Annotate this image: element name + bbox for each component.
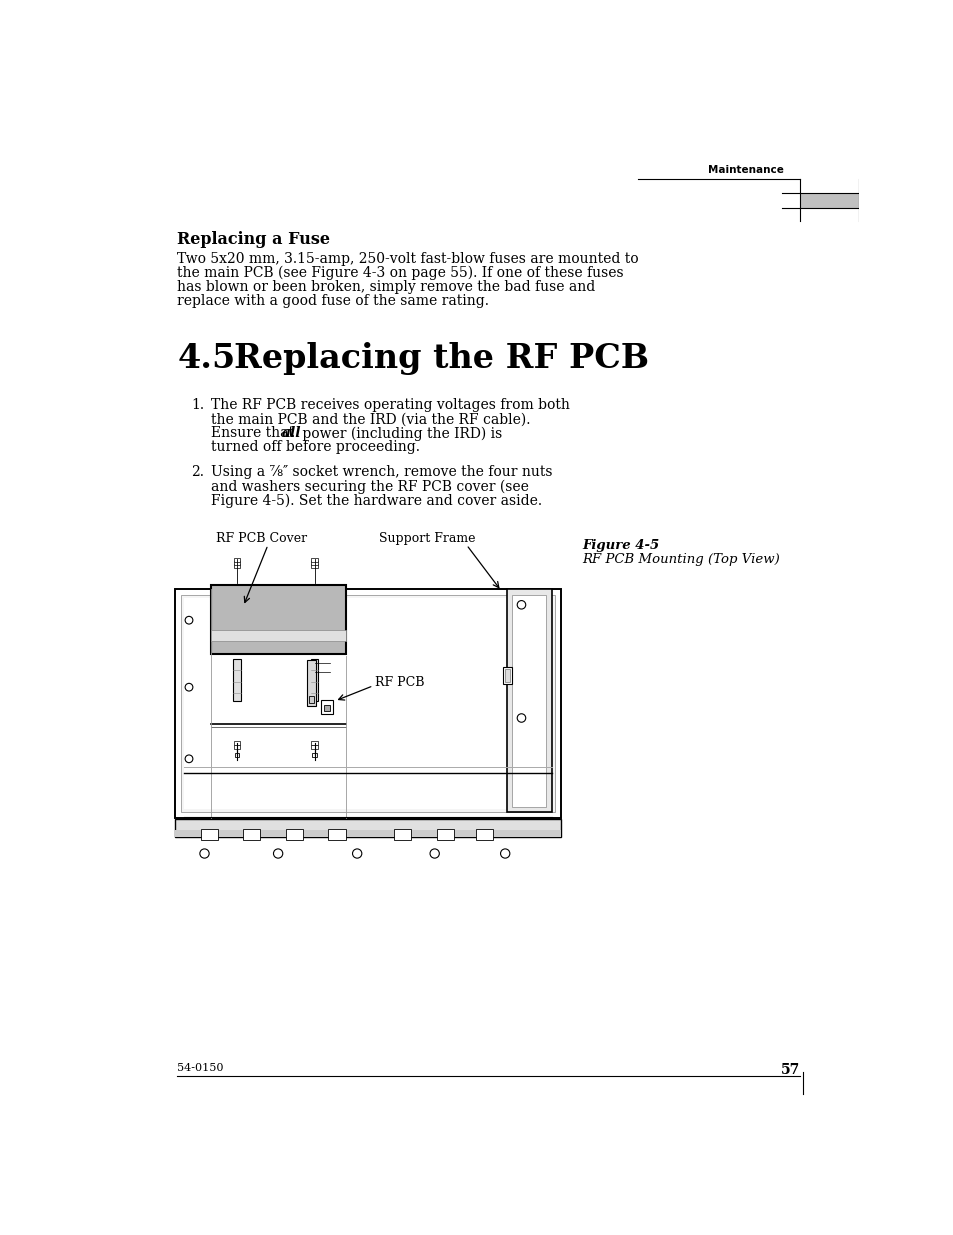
Bar — [328, 829, 345, 840]
Bar — [800, 193, 858, 209]
Bar — [174, 830, 560, 837]
Bar — [233, 564, 240, 568]
Bar — [200, 829, 217, 840]
Text: 2.: 2. — [192, 466, 204, 479]
Text: 1.: 1. — [192, 399, 204, 412]
Text: 4.5: 4.5 — [177, 342, 235, 375]
Text: Ensure that: Ensure that — [211, 426, 297, 440]
Bar — [320, 700, 333, 714]
Text: the main PCB and the IRD (via the RF cable).: the main PCB and the IRD (via the RF cab… — [211, 412, 530, 426]
Text: and washers securing the RF PCB cover (see: and washers securing the RF PCB cover (s… — [211, 479, 528, 494]
Bar — [323, 705, 330, 711]
Text: 57: 57 — [781, 1063, 800, 1077]
Text: replace with a good fuse of the same rating.: replace with a good fuse of the same rat… — [177, 294, 489, 308]
Text: Figure 4-5). Set the hardware and cover aside.: Figure 4-5). Set the hardware and cover … — [211, 493, 541, 508]
Bar — [184, 598, 551, 809]
Circle shape — [185, 683, 193, 692]
Bar — [233, 558, 240, 562]
Bar — [211, 630, 346, 641]
Bar — [512, 595, 546, 806]
Bar — [307, 661, 315, 706]
Bar — [311, 558, 317, 562]
Circle shape — [517, 600, 525, 609]
Text: RF PCB Cover: RF PCB Cover — [215, 531, 306, 545]
Text: RF PCB Mounting (Top View): RF PCB Mounting (Top View) — [582, 553, 780, 566]
Text: Replacing a Fuse: Replacing a Fuse — [177, 231, 330, 248]
Bar — [211, 585, 346, 655]
Bar — [309, 697, 314, 703]
Text: all: all — [282, 426, 301, 440]
Bar — [234, 753, 239, 757]
Bar — [174, 589, 560, 818]
Circle shape — [185, 755, 193, 763]
Bar — [286, 829, 303, 840]
Bar — [476, 829, 493, 840]
Text: power (including the IRD) is: power (including the IRD) is — [298, 426, 502, 441]
Bar — [233, 741, 240, 745]
Bar — [311, 741, 317, 745]
Bar — [311, 658, 318, 701]
Circle shape — [353, 848, 361, 858]
Text: Support Frame: Support Frame — [379, 531, 476, 545]
Bar — [181, 595, 555, 811]
Text: Using a ⅞″ socket wrench, remove the four nuts: Using a ⅞″ socket wrench, remove the fou… — [211, 466, 552, 479]
Bar — [311, 564, 317, 568]
Text: Two 5x20 mm, 3.15-amp, 250-volt fast-blow fuses are mounted to: Two 5x20 mm, 3.15-amp, 250-volt fast-blo… — [177, 252, 639, 267]
Bar — [311, 745, 317, 748]
Bar — [233, 561, 240, 564]
Bar — [233, 658, 241, 701]
Bar — [233, 745, 240, 748]
Text: has blown or been broken, simply remove the bad fuse and: has blown or been broken, simply remove … — [177, 280, 595, 294]
Bar — [243, 829, 260, 840]
Text: the main PCB (see Figure 4-3 on page 55). If one of these fuses: the main PCB (see Figure 4-3 on page 55)… — [177, 266, 623, 280]
Text: turned off before proceeding.: turned off before proceeding. — [211, 440, 419, 454]
Text: 54-0150: 54-0150 — [177, 1063, 224, 1073]
Text: RF PCB: RF PCB — [375, 676, 424, 689]
Text: Maintenance: Maintenance — [707, 165, 783, 175]
Circle shape — [517, 714, 525, 722]
Bar — [436, 829, 454, 840]
Circle shape — [185, 616, 193, 624]
Bar — [312, 753, 316, 757]
Text: Figure 4-5: Figure 4-5 — [582, 540, 659, 552]
Text: The RF PCB receives operating voltages from both: The RF PCB receives operating voltages f… — [211, 399, 569, 412]
Text: Replacing the RF PCB: Replacing the RF PCB — [233, 342, 648, 375]
Circle shape — [274, 848, 282, 858]
Circle shape — [430, 848, 439, 858]
Bar — [502, 667, 512, 684]
Bar — [174, 819, 560, 837]
Bar — [311, 561, 317, 564]
Bar — [505, 669, 509, 682]
Circle shape — [500, 848, 509, 858]
Circle shape — [199, 848, 209, 858]
Bar — [506, 589, 551, 811]
Bar — [394, 829, 411, 840]
